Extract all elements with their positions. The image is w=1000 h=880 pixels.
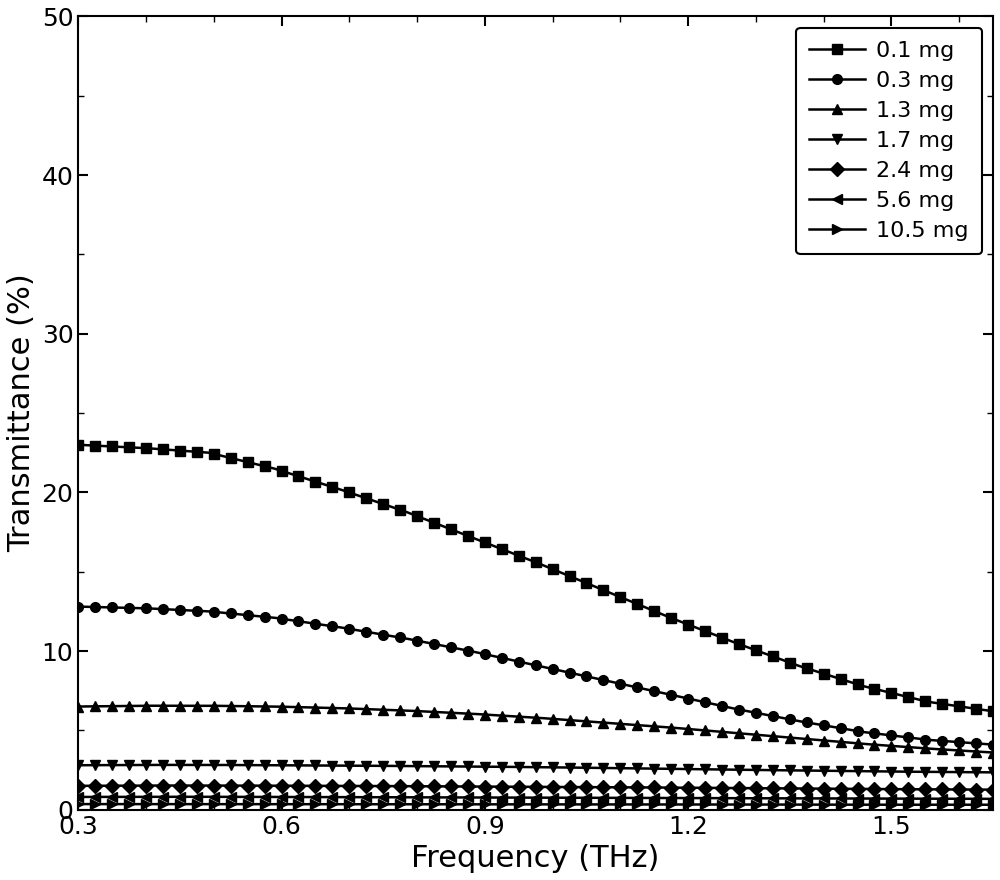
1.7 mg [514,762,526,773]
Line: 0.3 mg: 0.3 mg [78,606,993,744]
5.6 mg [619,793,631,803]
0.3 mg [72,601,84,612]
10.5 mg [617,799,629,810]
2.4 mg [509,781,521,792]
2.4 mg [824,783,836,794]
0.3 mg [617,679,629,690]
0.3 mg [512,656,524,667]
X-axis label: Frequency (THz): Frequency (THz) [411,844,660,873]
10.5 mg [507,799,519,810]
1.3 mg [509,711,521,722]
2.4 mg [138,781,150,791]
Legend: 0.1 mg, 0.3 mg, 1.3 mg, 1.7 mg, 2.4 mg, 5.6 mg, 10.5 mg: 0.1 mg, 0.3 mg, 1.3 mg, 1.7 mg, 2.4 mg, … [796,27,982,254]
5.6 mg [824,793,836,803]
0.1 mg [965,703,977,714]
Line: 1.3 mg: 1.3 mg [78,706,993,752]
1.3 mg [987,747,999,758]
5.6 mg [514,792,526,803]
5.6 mg [72,792,84,803]
0.1 mg [617,593,629,604]
10.5 mg [512,799,524,810]
10.5 mg [567,799,579,810]
0.3 mg [965,737,977,748]
5.6 mg [987,794,999,804]
5.6 mg [967,794,979,804]
10.5 mg [967,799,979,810]
0.3 mg [822,721,834,731]
2.4 mg [987,784,999,795]
0.1 mg [987,706,999,716]
1.7 mg [509,761,521,772]
1.3 mg [967,746,979,757]
1.7 mg [967,767,979,778]
1.3 mg [138,700,150,711]
1.7 mg [569,762,581,773]
Y-axis label: Transmittance (%): Transmittance (%) [7,274,36,553]
Line: 1.7 mg: 1.7 mg [78,765,993,773]
0.1 mg [507,548,519,559]
2.4 mg [72,781,84,791]
Line: 0.1 mg: 0.1 mg [78,444,993,711]
1.3 mg [619,719,631,730]
1.7 mg [824,766,836,776]
1.7 mg [138,759,150,770]
0.3 mg [987,739,999,750]
10.5 mg [72,799,84,810]
1.3 mg [569,715,581,726]
0.1 mg [567,572,579,583]
0.1 mg [822,670,834,680]
2.4 mg [569,781,581,792]
1.7 mg [987,767,999,778]
1.7 mg [619,763,631,774]
5.6 mg [509,792,521,803]
0.3 mg [507,655,519,665]
5.6 mg [569,792,581,803]
Line: 5.6 mg: 5.6 mg [78,796,993,799]
Line: 2.4 mg: 2.4 mg [78,786,993,789]
1.3 mg [824,736,836,746]
10.5 mg [822,799,834,810]
0.1 mg [72,439,84,450]
2.4 mg [514,781,526,792]
0.3 mg [567,668,579,678]
2.4 mg [619,782,631,793]
1.3 mg [72,701,84,712]
1.7 mg [72,760,84,771]
10.5 mg [987,799,999,810]
10.5 mg [857,799,869,810]
0.1 mg [512,550,524,561]
2.4 mg [967,784,979,795]
5.6 mg [138,791,150,802]
1.3 mg [514,711,526,722]
